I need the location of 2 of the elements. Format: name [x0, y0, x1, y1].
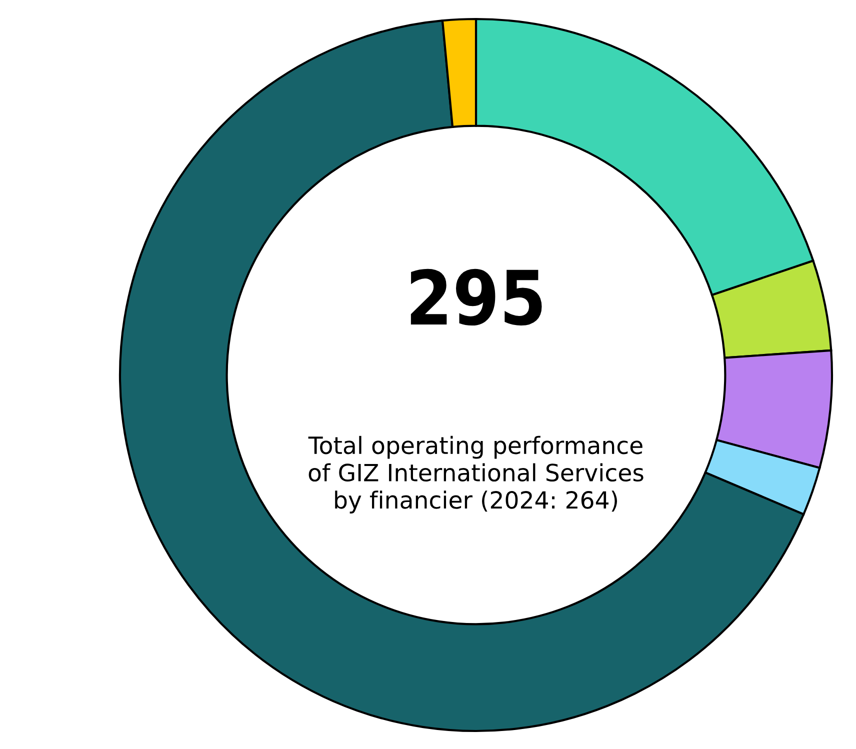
- text: 295: [410, 268, 542, 326]
- text: Total operating performance of GIZ International Services by financier (2024: 264): [308, 436, 644, 514]
